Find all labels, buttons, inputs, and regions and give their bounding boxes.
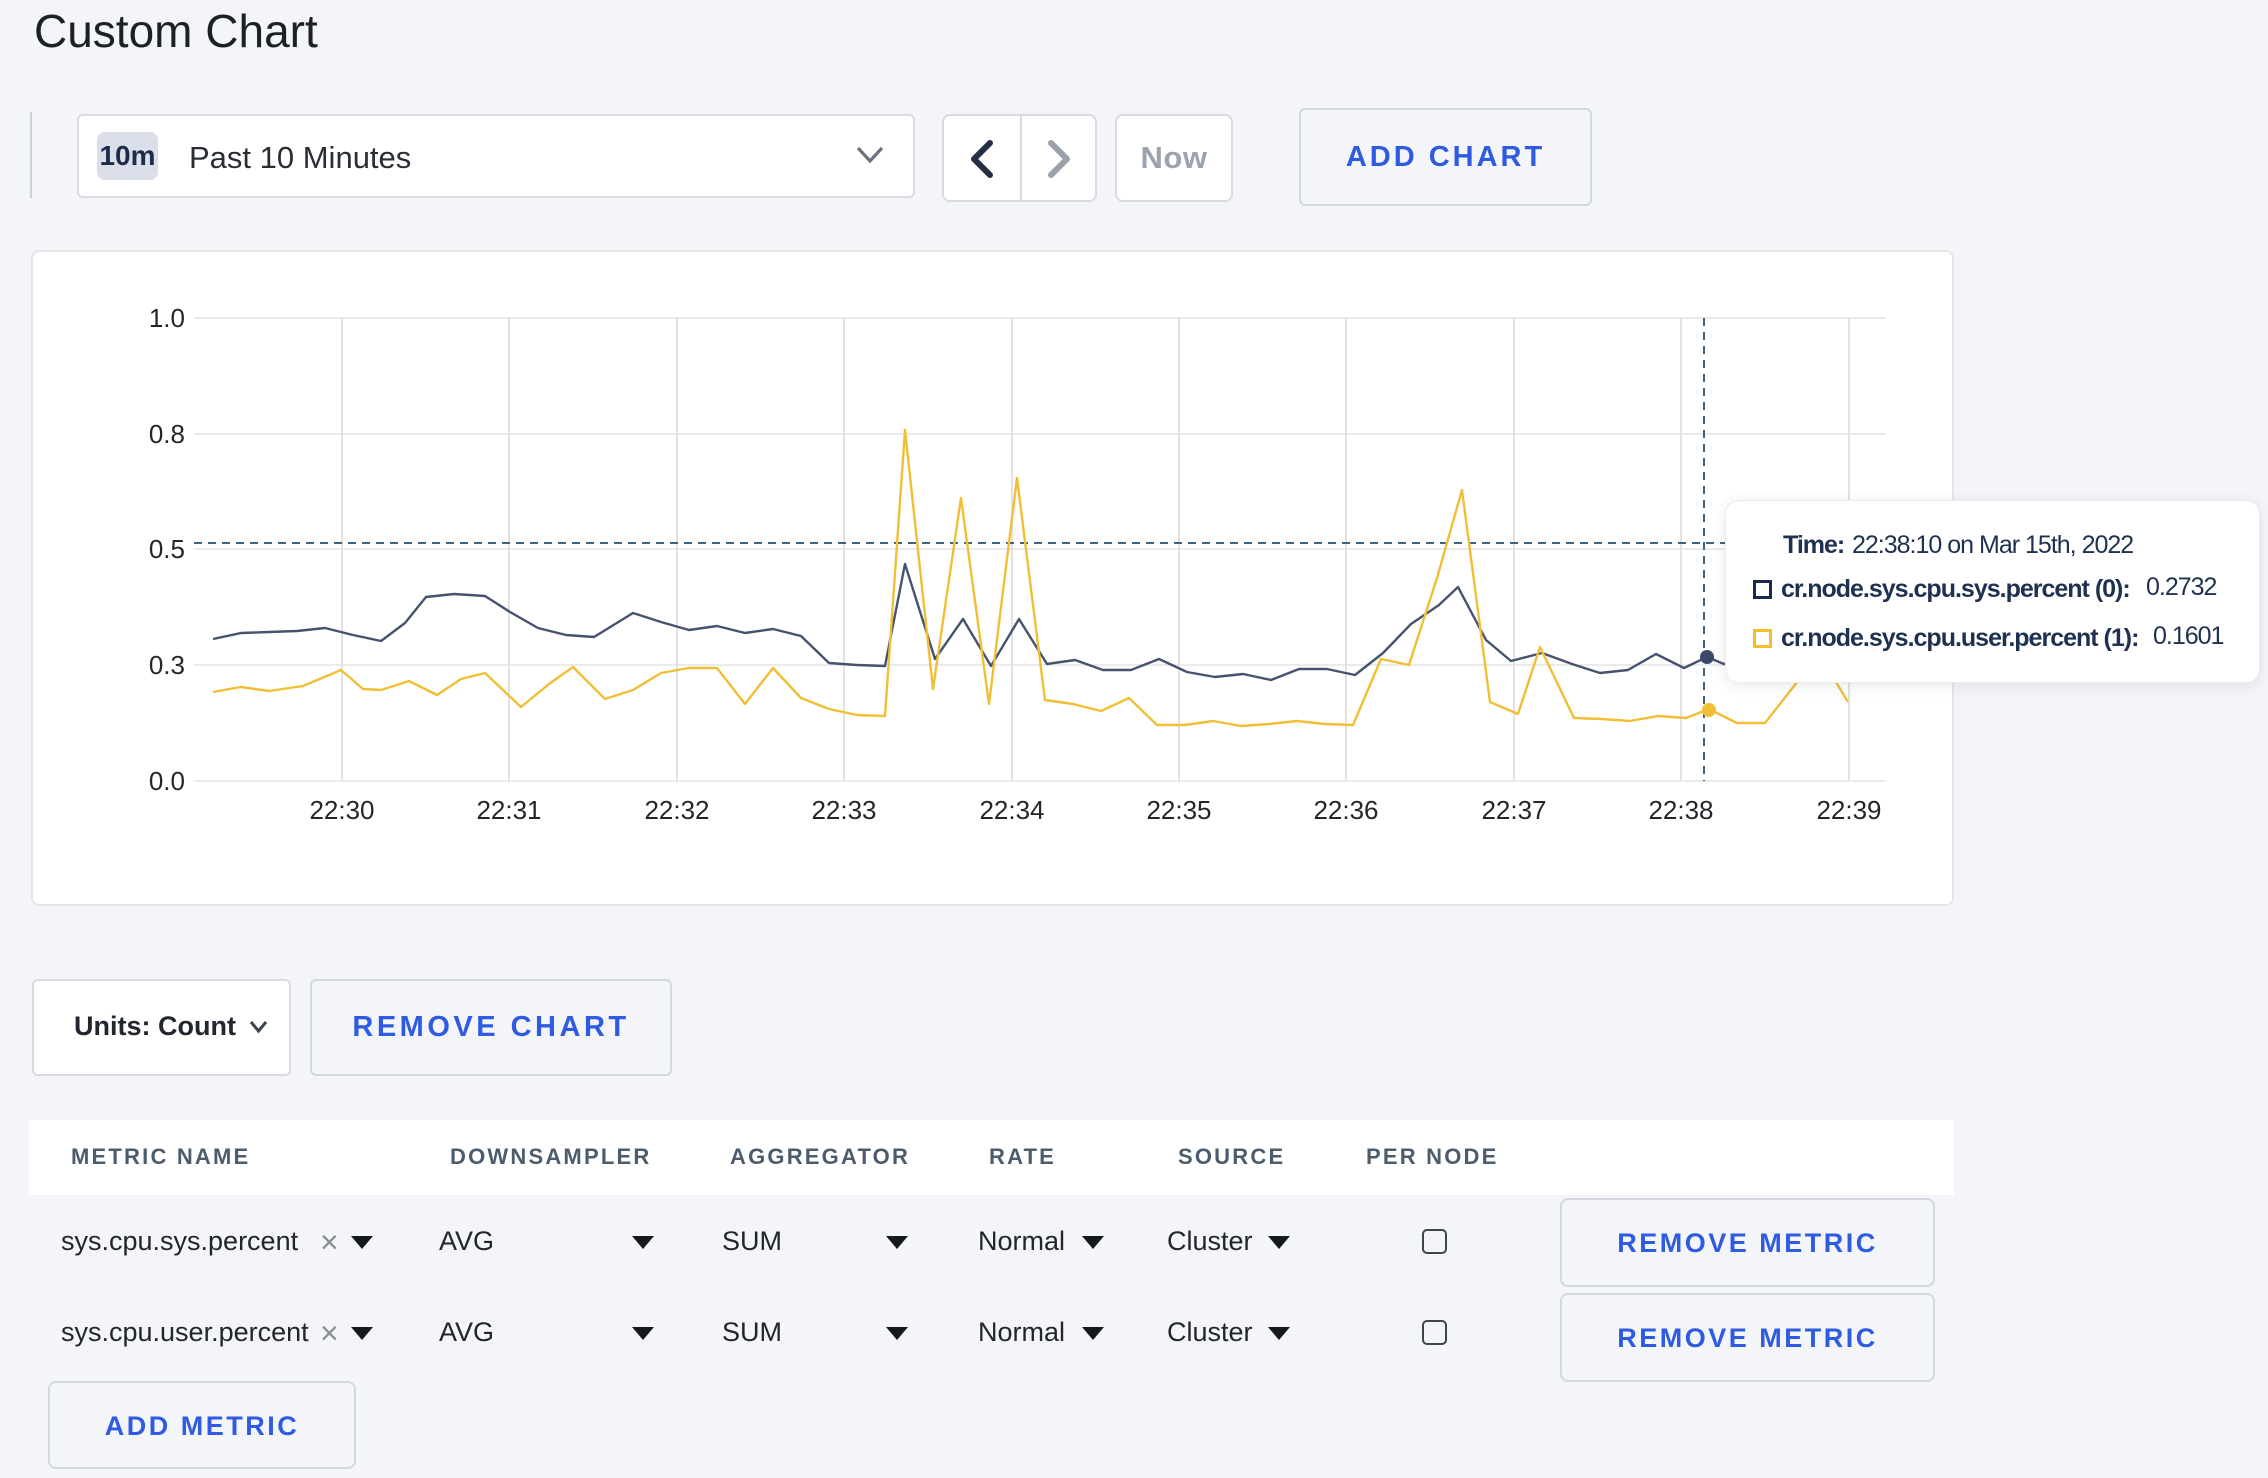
svg-text:22:30: 22:30 [309,795,374,825]
svg-text:0.3: 0.3 [149,650,185,680]
svg-text:22:33: 22:33 [811,795,876,825]
svg-text:22:34: 22:34 [979,795,1044,825]
svg-text:22:39: 22:39 [1816,795,1881,825]
svg-text:0.5: 0.5 [149,534,185,564]
svg-text:22:36: 22:36 [1313,795,1378,825]
svg-text:0.8: 0.8 [149,419,185,449]
svg-text:22:35: 22:35 [1146,795,1211,825]
svg-text:1.0: 1.0 [149,303,185,333]
svg-text:22:37: 22:37 [1481,795,1546,825]
svg-text:22:38: 22:38 [1648,795,1713,825]
svg-text:22:32: 22:32 [644,795,709,825]
svg-text:22:31: 22:31 [476,795,541,825]
svg-text:0.0: 0.0 [149,766,185,796]
